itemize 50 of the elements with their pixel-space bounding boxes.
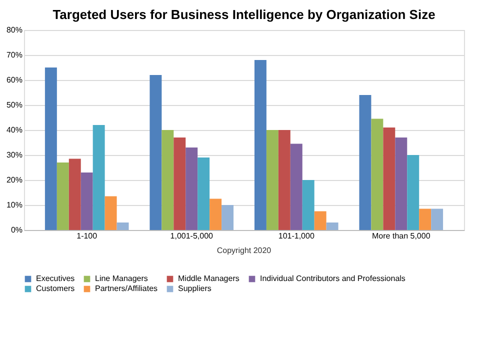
bar [371, 118, 384, 230]
bar [278, 130, 290, 230]
bar [359, 95, 372, 230]
bar [92, 125, 105, 230]
y-tick-label: 0% [10, 226, 22, 234]
y-tick-label: 60% [6, 76, 22, 84]
text: Copyright 2020 [216, 246, 272, 255]
legend-label: Individual Contributors and Professionals [260, 274, 406, 283]
bar [150, 75, 162, 230]
bar [162, 130, 174, 230]
bar [44, 68, 57, 230]
y-tick-label: 10% [6, 200, 22, 210]
bar [210, 198, 222, 230]
bar [56, 162, 69, 230]
x-tick-label: More than 5,000 [372, 232, 431, 240]
x-tick-label: 1-100 [76, 232, 98, 240]
bar [302, 180, 314, 230]
bar [174, 138, 186, 230]
bar [314, 211, 326, 230]
bar [419, 208, 432, 230]
legend-label: Executives [36, 274, 75, 283]
legend-label: Customers [36, 284, 75, 293]
bar [222, 205, 234, 230]
bar [431, 208, 444, 230]
bar [383, 128, 396, 230]
chart-title: Targeted Users for Business Intelligence by Organization Size [52, 7, 436, 22]
x-tick-label: 101-1,000 [278, 232, 315, 240]
legend-label: Suppliers [178, 284, 212, 293]
y-tick-label: 70% [6, 50, 22, 60]
bar [326, 222, 338, 230]
y-tick-label: 40% [6, 126, 22, 134]
bar [198, 158, 210, 230]
y-tick-label: 50% [6, 100, 22, 110]
bar [186, 148, 198, 230]
legend-label: Middle Managers [178, 274, 240, 283]
bar [254, 60, 266, 230]
bar [80, 172, 93, 230]
bar [104, 196, 117, 230]
y-tick-label: 30% [6, 150, 22, 160]
y-tick-label: 80% [6, 26, 22, 34]
x-tick-label: 1,001-5,000 [170, 232, 214, 240]
bar [407, 155, 420, 230]
legend-label: Line Managers [95, 274, 148, 283]
bar [290, 144, 302, 230]
bar [68, 158, 81, 230]
bar [266, 130, 278, 230]
bar [395, 138, 408, 230]
bar [116, 222, 129, 230]
y-tick-label: 20% [6, 176, 22, 184]
legend-label: Partners/Affiliates [95, 284, 158, 293]
